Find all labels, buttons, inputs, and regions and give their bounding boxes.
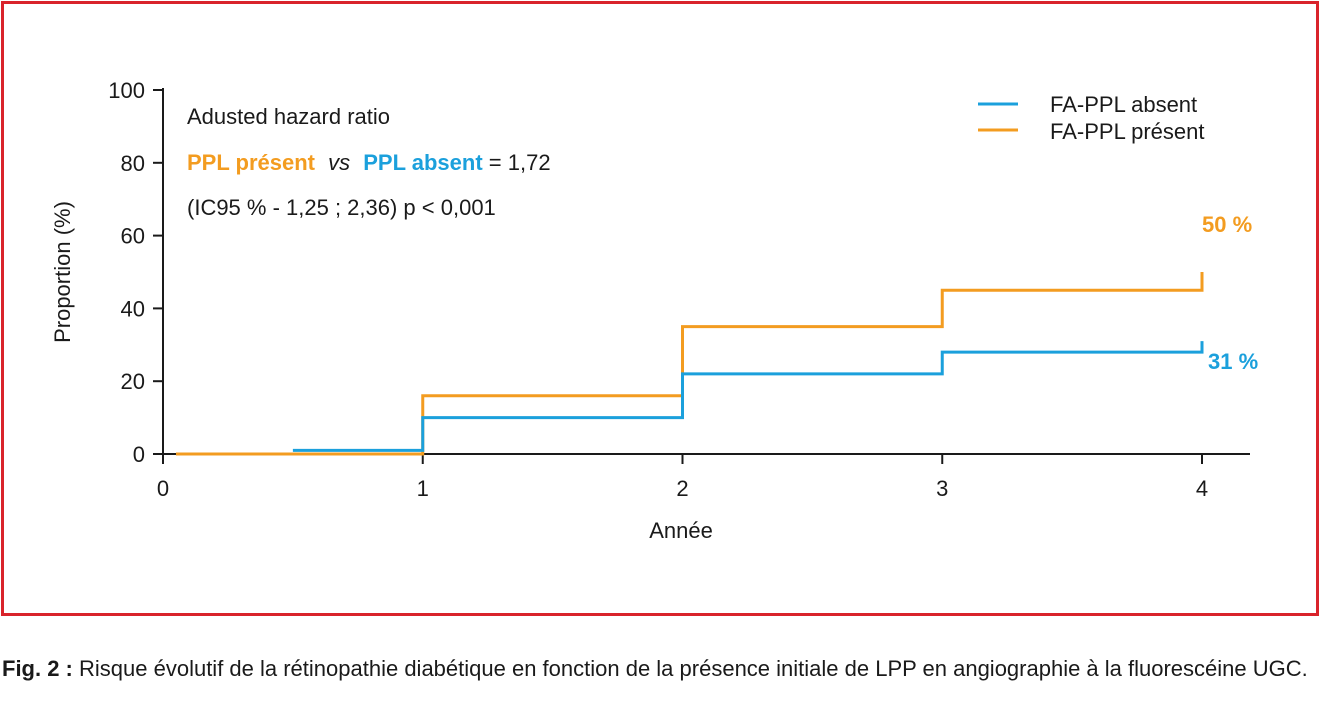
caption-fig-label: Fig. 2 : <box>2 656 73 681</box>
hazard-ratio-annotation: Adusted hazard ratio PPL présent vs PPL … <box>187 104 551 220</box>
annotation-vs: vs <box>328 150 350 175</box>
caption-text: Risque évolutif de la rétinopathie diabé… <box>72 656 1308 681</box>
x-tick-label-3: 3 <box>936 476 948 501</box>
legend-label-fa-ppl-present: FA-PPL présent <box>1050 119 1204 144</box>
x-tick-label-4: 4 <box>1196 476 1208 501</box>
legend-label-fa-ppl-absent: FA-PPL absent <box>1050 92 1197 117</box>
figure-caption: Fig. 2 : Risque évolutif de la rétinopat… <box>2 654 1318 684</box>
y-axis-title: Proportion (%) <box>50 201 75 343</box>
y-tick-label-100: 100 <box>108 78 145 103</box>
y-tick-label-80: 80 <box>121 151 145 176</box>
y-tick-label-40: 40 <box>121 296 145 321</box>
chart-axes: 0 20 40 60 80 100 0 1 2 3 4 <box>108 78 1250 501</box>
x-axis-title: Année <box>649 518 713 543</box>
annotation-ppl-absent: PPL absent <box>363 150 483 175</box>
annotation-ci: (IC95 % - 1,25 ; 2,36) p < 0,001 <box>187 195 496 220</box>
y-ticks: 0 20 40 60 80 100 <box>108 78 163 467</box>
series-line-fa-ppl-pr-sent <box>175 272 1204 456</box>
end-label-fa-ppl-absent: 31 % <box>1208 349 1258 374</box>
x-tick-label-1: 1 <box>417 476 429 501</box>
series-layer <box>175 272 1204 456</box>
x-tick-label-0: 0 <box>157 476 169 501</box>
annotation-comparison: PPL présent vs PPL absent = 1,72 <box>187 150 551 175</box>
annotation-hr-value: = 1,72 <box>489 150 551 175</box>
series-line-fa-ppl-absent <box>292 341 1204 452</box>
x-tick-label-2: 2 <box>676 476 688 501</box>
annotation-title: Adusted hazard ratio <box>187 104 390 129</box>
end-label-fa-ppl-present: 50 % <box>1202 212 1252 237</box>
x-ticks: 0 1 2 3 4 <box>157 454 1208 501</box>
annotation-ppl-present: PPL présent <box>187 150 316 175</box>
y-tick-label-20: 20 <box>121 369 145 394</box>
y-tick-label-60: 60 <box>121 224 145 249</box>
legend: FA-PPL absent FA-PPL présent <box>978 92 1204 144</box>
y-tick-label-0: 0 <box>133 442 145 467</box>
figure-frame <box>1 1 1319 616</box>
